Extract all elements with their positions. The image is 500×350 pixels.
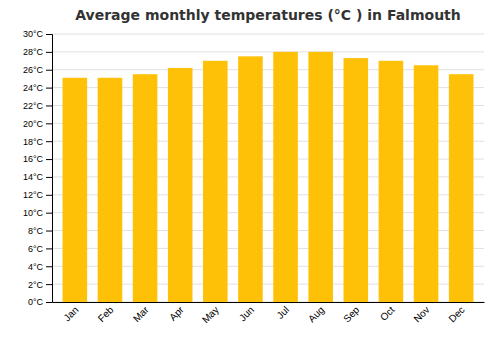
tick-mark — [46, 70, 52, 71]
plot: 0°C 2°C 4°C 6°C 8°C 10°C 12°C 14°C 16°C 18°C 20°C 2… — [23, 29, 485, 325]
tick-label: 26°C — [23, 65, 44, 75]
tick-mark — [46, 177, 52, 178]
tick: 16°C — [23, 154, 52, 164]
tick-label: Jun — [237, 304, 256, 323]
tick: 22°C — [23, 101, 52, 111]
tick-label: Jul — [274, 304, 291, 321]
tick: Apr — [167, 304, 186, 323]
bar — [344, 58, 369, 302]
tick: 26°C — [23, 65, 52, 75]
bar — [98, 78, 123, 302]
grid — [52, 34, 484, 302]
bar — [133, 74, 158, 302]
tick-label: 8°C — [28, 226, 44, 236]
bars — [63, 52, 474, 302]
tick: Jan — [61, 304, 80, 323]
tick-label: 16°C — [23, 154, 44, 164]
tick-mark — [46, 88, 52, 89]
tick: Dec — [446, 304, 466, 324]
tick: 20°C — [23, 119, 52, 129]
tick: 8°C — [28, 226, 52, 236]
tick-label: 14°C — [23, 172, 44, 182]
tick-label: 4°C — [28, 262, 44, 272]
tick: Aug — [306, 304, 326, 324]
tick: Oct — [378, 304, 397, 323]
tick-label: 6°C — [28, 244, 44, 254]
tick-label: 22°C — [23, 101, 44, 111]
tick-label: Oct — [378, 304, 397, 323]
tick: Jun — [237, 304, 256, 323]
title: Average monthly temperatures (°C ) in Fa… — [75, 7, 461, 23]
tick-label: Feb — [96, 304, 116, 324]
tick: 30°C — [23, 29, 52, 39]
tick-mark — [46, 248, 52, 249]
bar — [63, 78, 88, 302]
tick-label: 10°C — [23, 208, 44, 218]
tick: 2°C — [28, 280, 52, 290]
tick: Nov — [411, 304, 431, 324]
y-axis: 0°C 2°C 4°C 6°C 8°C 10°C 12°C 14°C 16°C 18°C 20°C 2… — [23, 29, 53, 307]
axis-line — [53, 302, 485, 303]
tick: 4°C — [28, 262, 52, 272]
tick-mark — [46, 266, 52, 267]
tick-mark — [46, 34, 52, 35]
tick-mark — [46, 105, 52, 106]
tick-mark — [46, 213, 52, 214]
tick-label: May — [200, 304, 221, 325]
tick-label: Nov — [411, 304, 431, 324]
tick: Feb — [96, 304, 116, 324]
tick-label: Apr — [167, 304, 186, 323]
tick-mark — [46, 284, 52, 285]
tick-label: 2°C — [28, 280, 44, 290]
tick-label: Dec — [446, 304, 466, 324]
tick: 12°C — [23, 190, 52, 200]
grid-line — [52, 34, 484, 35]
x-axis: Jan Feb Mar Apr May Jun Jul Aug Sep Oct Nov Dec — [53, 303, 485, 326]
tick: 0°C — [28, 297, 52, 307]
tick-mark — [46, 195, 52, 196]
tick-label: Sep — [341, 304, 362, 325]
tick: 24°C — [23, 83, 52, 93]
tick-mark — [46, 141, 52, 142]
tick-mark — [46, 231, 52, 232]
tick: Sep — [341, 304, 362, 325]
tick-label: 28°C — [23, 47, 44, 57]
bar — [449, 74, 474, 302]
tick-label: 12°C — [23, 190, 44, 200]
tick-label: 20°C — [23, 119, 44, 129]
tick-mark — [46, 123, 52, 124]
tick-mark — [46, 159, 52, 160]
tick-label: Aug — [306, 304, 326, 324]
chart: 0°C 2°C 4°C 6°C 8°C 10°C 12°C 14°C 16°C 18°C 20°C 2… — [0, 0, 500, 350]
tick-label: 18°C — [23, 137, 44, 147]
tick: 28°C — [23, 47, 52, 57]
tick-label: 24°C — [23, 83, 44, 93]
tick-label: 30°C — [23, 29, 44, 39]
tick: 18°C — [23, 137, 52, 147]
tick-label: Jan — [61, 304, 80, 323]
bar — [168, 68, 193, 302]
tick-label: 0°C — [28, 297, 44, 307]
tick-label: Mar — [131, 304, 151, 324]
bar — [308, 52, 333, 302]
axis-line — [46, 35, 53, 303]
bar — [238, 56, 263, 302]
tick: Mar — [131, 304, 151, 324]
tick: 6°C — [28, 244, 52, 254]
grid-line — [52, 51, 484, 52]
tick: 10°C — [23, 208, 52, 218]
bar — [379, 61, 404, 302]
tick-mark — [46, 52, 52, 53]
tick: 14°C — [23, 172, 52, 182]
tick: May — [200, 304, 221, 325]
bar — [414, 65, 439, 302]
tick-mark — [46, 302, 52, 303]
bar — [203, 61, 228, 302]
bar — [273, 52, 298, 302]
tick: Jul — [274, 304, 291, 321]
